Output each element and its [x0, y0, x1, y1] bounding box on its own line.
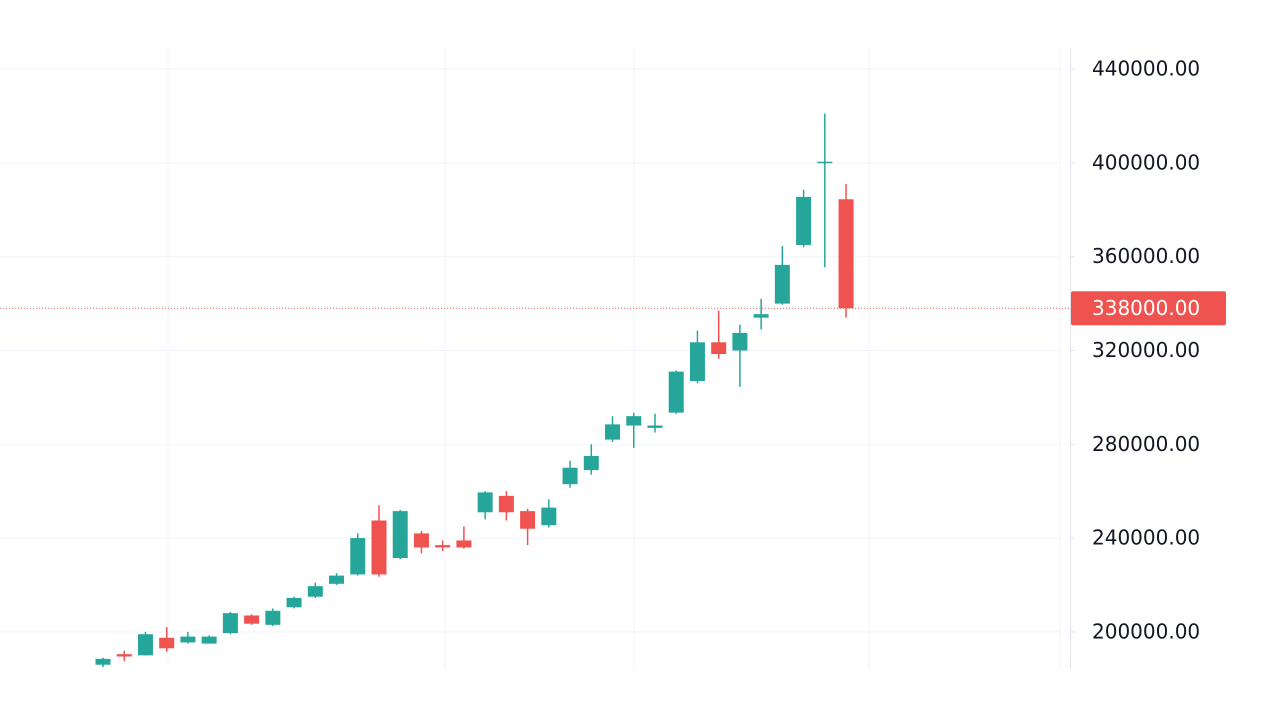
candle-body [838, 199, 854, 309]
candle-body [201, 636, 217, 644]
candle-body [413, 533, 429, 548]
candle-body [456, 540, 472, 548]
y-tick-label: 200000.00 [1092, 619, 1200, 643]
candle-body [180, 636, 196, 643]
candle-body [392, 511, 408, 559]
candle-body [774, 264, 790, 304]
candle-body [817, 161, 833, 164]
candle-body [668, 371, 684, 413]
candle-body [520, 511, 536, 529]
candle-body [244, 615, 260, 624]
grid [0, 48, 1061, 668]
y-tick-label: 320000.00 [1092, 338, 1200, 362]
candle-body [286, 597, 302, 608]
candle-body [689, 342, 705, 381]
candle-body [477, 492, 493, 513]
candle-body [435, 545, 451, 548]
y-tick-label: 440000.00 [1092, 57, 1200, 81]
candle-body [498, 495, 514, 513]
candle-body [583, 456, 599, 471]
candle-body [605, 424, 621, 440]
candle-body [350, 538, 366, 575]
y-tick-label: 360000.00 [1092, 244, 1200, 268]
candle-body [562, 467, 578, 485]
candle-body [732, 332, 748, 351]
candle-body [222, 613, 238, 634]
y-tick-label: 400000.00 [1092, 150, 1200, 174]
candle-body [711, 342, 727, 355]
candles [95, 113, 854, 668]
candle-body [371, 520, 387, 575]
candle-body [753, 314, 769, 318]
candle-body [796, 196, 812, 245]
candle-body [137, 634, 153, 656]
candle-body [116, 654, 132, 657]
last-price-badge [1071, 291, 1226, 326]
last-price-label: 338000.00 [1092, 296, 1200, 320]
candle-body [159, 637, 175, 649]
overlay: 200000.00 240000.00 280000.00 320000.00 3600… [0, 57, 1226, 643]
candle-body [95, 658, 111, 665]
candle-body [626, 416, 642, 426]
candle-body [307, 586, 323, 597]
candle-body [647, 425, 663, 428]
y-tick-label: 280000.00 [1092, 432, 1200, 456]
candle-body [329, 575, 345, 584]
candle-body [541, 507, 557, 526]
candle-body [265, 610, 281, 625]
y-tick-label: 240000.00 [1092, 526, 1200, 550]
